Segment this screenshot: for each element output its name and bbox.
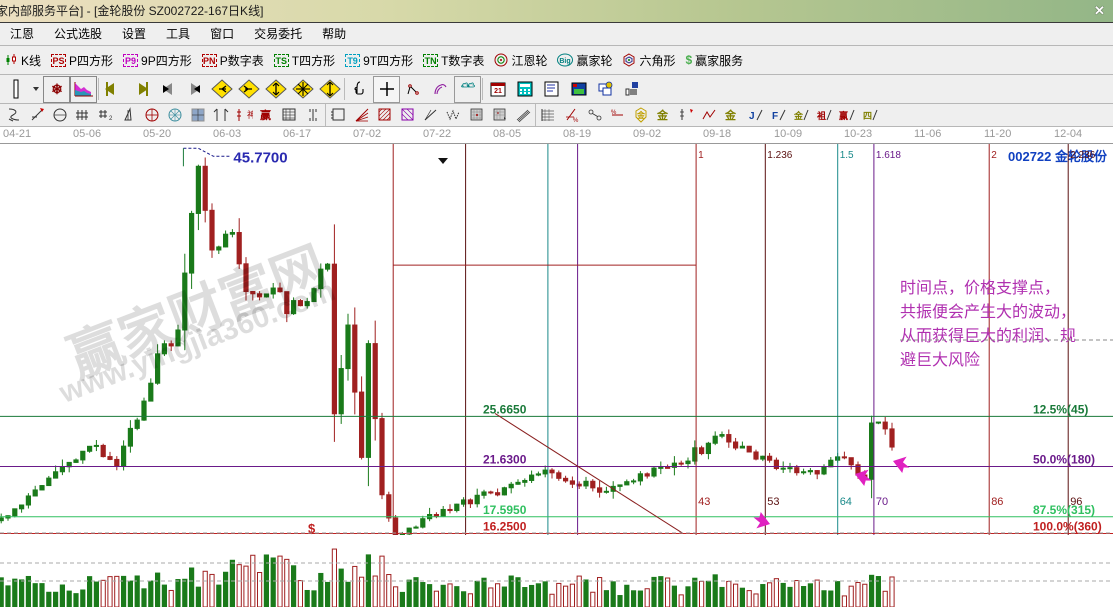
svg-text:16.2500: 16.2500 <box>483 519 527 533</box>
svg-text:64: 64 <box>840 496 852 508</box>
svg-text:神: 神 <box>247 109 253 120</box>
svg-text:四: 四 <box>863 111 872 121</box>
svg-text:Big: Big <box>560 58 571 65</box>
svg-text:%: % <box>573 118 579 124</box>
svg-text:1.5: 1.5 <box>840 150 854 161</box>
svg-text:赢: 赢 <box>260 108 271 122</box>
svg-text:1.236: 1.236 <box>767 150 792 161</box>
svg-text:金: 金 <box>656 108 669 122</box>
svg-text:避巨大风险: 避巨大风险 <box>900 351 980 369</box>
svg-text:2: 2 <box>991 150 997 161</box>
svg-text:%: % <box>611 110 617 116</box>
svg-text:金: 金 <box>636 110 646 120</box>
svg-text:F: F <box>772 111 778 122</box>
svg-text:金: 金 <box>793 110 804 121</box>
svg-text:17.5950: 17.5950 <box>483 503 527 517</box>
svg-text:❄: ❄ <box>51 81 63 97</box>
svg-text:2: 2 <box>109 116 113 122</box>
svg-text:50.0%(180): 50.0%(180) <box>1033 453 1095 467</box>
svg-text:J: J <box>749 111 755 122</box>
svg-text:86: 86 <box>991 496 1003 508</box>
svg-text:1.618: 1.618 <box>876 150 901 161</box>
svg-text:12.5%(45): 12.5%(45) <box>1033 402 1088 416</box>
svg-text:53: 53 <box>767 496 779 508</box>
svg-text:共振便会产生大的波动，: 共振便会产生大的波动， <box>900 303 1076 321</box>
svg-text:43: 43 <box>698 496 710 508</box>
svg-text:25.6650: 25.6650 <box>483 402 527 416</box>
svg-text:2.236: 2.236 <box>1070 150 1095 161</box>
svg-text:45.7700: 45.7700 <box>233 149 287 166</box>
svg-text:赢: 赢 <box>839 110 848 121</box>
svg-text:21.6300: 21.6300 <box>483 453 527 467</box>
svg-text:100.0%(360): 100.0%(360) <box>1033 519 1102 533</box>
svg-text:70: 70 <box>876 496 888 508</box>
svg-text:1: 1 <box>698 150 704 161</box>
svg-text:袓: 袓 <box>816 110 826 121</box>
svg-text:87.5%(315): 87.5%(315) <box>1033 503 1095 517</box>
svg-text:时间点，价格支撑点，: 时间点，价格支撑点， <box>900 279 1060 297</box>
svg-text:金: 金 <box>724 108 737 122</box>
svg-text:96: 96 <box>1070 496 1082 508</box>
svg-text:从而获得巨大的利润、规: 从而获得巨大的利润、规 <box>900 327 1076 345</box>
svg-text:21: 21 <box>494 88 502 95</box>
